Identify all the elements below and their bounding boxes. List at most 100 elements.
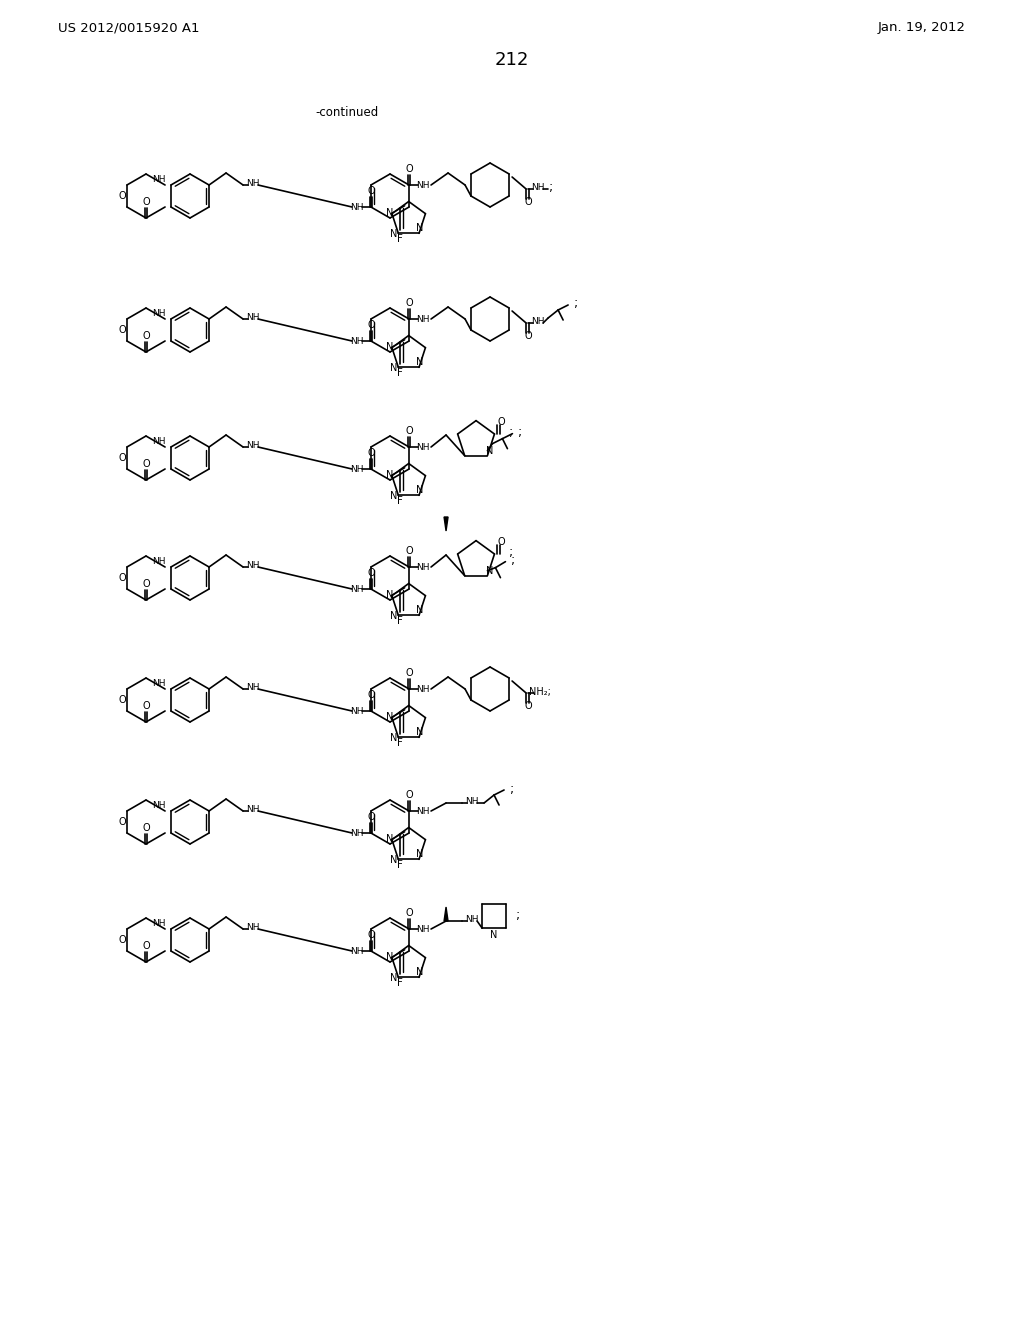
Text: ;: ; [516,909,520,923]
Text: O: O [368,931,375,940]
Text: N: N [417,727,424,738]
Text: O: O [118,325,126,335]
Text: NH: NH [417,924,430,933]
Text: Jan. 19, 2012: Jan. 19, 2012 [878,21,966,34]
Text: NH: NH [247,924,260,932]
Text: O: O [118,817,126,828]
Text: NH: NH [350,465,364,474]
Text: NH: NH [247,561,260,570]
Text: N: N [386,342,393,352]
Text: NH: NH [247,684,260,693]
Text: NH: NH [417,562,430,572]
Text: N: N [417,358,424,367]
Text: NH: NH [350,706,364,715]
Text: N: N [386,711,393,722]
Text: N: N [390,491,397,502]
Text: N: N [390,611,397,622]
Text: ;: ; [518,426,522,440]
Text: O: O [406,164,413,174]
Text: -continued: -continued [315,106,378,119]
Text: F: F [397,859,403,870]
Text: O: O [498,537,505,546]
Text: O: O [406,789,413,800]
Text: N: N [490,931,498,940]
Text: N: N [485,446,494,455]
Text: N: N [417,223,424,234]
Text: O: O [406,546,413,556]
Text: N: N [485,566,494,576]
Text: O: O [524,331,531,341]
Text: O: O [406,668,413,678]
Text: ;: ; [549,181,553,194]
Polygon shape [444,907,449,921]
Text: ;: ; [510,783,514,796]
Text: O: O [118,191,126,201]
Text: O: O [142,197,150,207]
Text: NH: NH [247,441,260,450]
Text: ;: ; [509,425,514,438]
Text: NH: NH [350,585,364,594]
Text: O: O [368,447,375,458]
Text: NH₂;: NH₂; [529,686,551,697]
Text: O: O [118,935,126,945]
Text: NH: NH [465,916,479,924]
Text: N: N [390,230,397,239]
Text: O: O [142,822,150,833]
Text: O: O [406,426,413,436]
Text: NH: NH [417,181,430,190]
Text: O: O [524,197,531,207]
Polygon shape [444,517,449,531]
Text: US 2012/0015920 A1: US 2012/0015920 A1 [58,21,200,34]
Text: O: O [142,331,150,341]
Text: NH: NH [531,318,545,326]
Text: O: O [118,453,126,463]
Text: O: O [118,573,126,583]
Text: NH: NH [152,919,165,928]
Text: O: O [524,701,531,711]
Text: N: N [386,952,393,962]
Text: N: N [390,363,397,374]
Text: O: O [368,690,375,700]
Text: NH: NH [152,437,165,446]
Text: N: N [417,968,424,977]
Text: O: O [142,459,150,469]
Text: NH: NH [247,180,260,189]
Text: O: O [368,812,375,822]
Text: O: O [142,941,150,950]
Text: NH: NH [152,176,165,183]
Text: NH: NH [465,797,479,807]
Text: NH: NH [247,314,260,322]
Text: NH: NH [350,337,364,346]
Text: F: F [397,738,403,747]
Text: 212: 212 [495,51,529,69]
Text: ;: ; [509,545,514,558]
Text: N: N [386,209,393,218]
Text: NH: NH [417,442,430,451]
Text: O: O [118,696,126,705]
Text: O: O [406,298,413,308]
Text: NH: NH [152,678,165,688]
Text: N: N [386,834,393,843]
Text: NH: NH [152,557,165,566]
Text: ;: ; [511,554,515,568]
Text: F: F [397,367,403,378]
Text: N: N [417,606,424,615]
Text: O: O [368,568,375,578]
Text: N: N [386,470,393,480]
Text: NH: NH [247,805,260,814]
Text: O: O [498,417,505,426]
Text: F: F [397,234,403,244]
Text: O: O [368,186,375,195]
Text: NH: NH [417,314,430,323]
Text: O: O [142,579,150,589]
Text: ;: ; [574,297,579,310]
Text: NH: NH [417,807,430,816]
Text: NH: NH [350,829,364,837]
Text: F: F [397,978,403,987]
Text: N: N [417,849,424,859]
Text: N: N [390,734,397,743]
Text: F: F [397,615,403,626]
Text: NH: NH [531,183,545,193]
Text: O: O [142,701,150,711]
Text: NH: NH [417,685,430,693]
